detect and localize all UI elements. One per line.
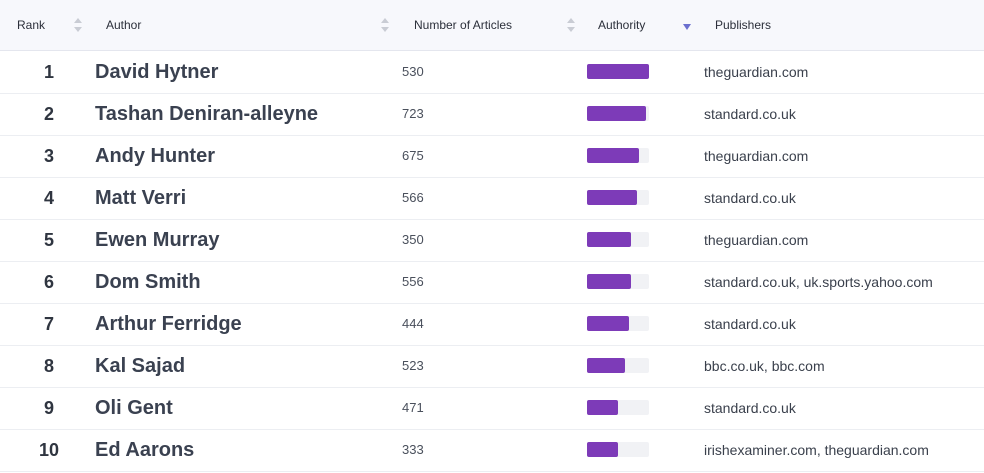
authority-bar-track	[587, 274, 649, 289]
column-header-authority-label: Authority	[598, 18, 646, 32]
authority-bar-fill	[587, 106, 646, 121]
author-name[interactable]: Matt Verri	[95, 187, 187, 209]
authority-bar-fill	[587, 274, 632, 289]
authority-bar-track	[587, 442, 649, 457]
authority-bar-fill	[587, 358, 625, 373]
column-header-author-label: Author	[106, 18, 142, 32]
author-name[interactable]: Andy Hunter	[95, 145, 215, 167]
author-name[interactable]: Arthur Ferridge	[95, 313, 242, 335]
article-count: 723	[402, 106, 424, 121]
authority-bar	[587, 135, 649, 177]
table-row[interactable]: 5 Ewen Murray 350 theguardian.com	[0, 219, 984, 262]
authority-bar	[587, 345, 649, 387]
authority-bar	[587, 387, 649, 429]
column-header-rank-label: Rank	[17, 18, 46, 32]
rank-cell: 8	[43, 356, 54, 376]
column-header-authority[interactable]: Authority	[598, 0, 645, 50]
column-header-articles[interactable]: Number of Articles	[414, 0, 512, 50]
rank-cell: 1	[43, 62, 54, 82]
table-row[interactable]: 8 Kal Sajad 523 bbc.co.uk, bbc.com	[0, 345, 984, 388]
authority-bar	[587, 219, 649, 261]
authority-bar-track	[587, 358, 649, 373]
rank-cell: 10	[38, 440, 60, 460]
column-header-rank[interactable]: Rank	[17, 0, 45, 50]
article-count: 566	[402, 190, 424, 205]
authority-bar-fill	[587, 442, 618, 457]
authority-bar-fill	[587, 232, 632, 247]
authority-bar	[587, 51, 649, 93]
rank-cell: 6	[43, 272, 54, 292]
rank-cell: 3	[43, 146, 54, 166]
publishers-cell: theguardian.com	[704, 64, 809, 80]
table-row[interactable]: 6 Dom Smith 556 standard.co.uk, uk.sport…	[0, 261, 984, 304]
author-name[interactable]: Ewen Murray	[95, 229, 220, 251]
article-count: 530	[402, 64, 424, 79]
publishers-cell: standard.co.uk	[704, 106, 796, 122]
publishers-cell: standard.co.uk	[704, 400, 796, 416]
table-row[interactable]: 2 Tashan Deniran-alleyne 723 standard.co…	[0, 93, 984, 136]
sort-descending-icon[interactable]	[682, 20, 692, 36]
article-count: 471	[402, 400, 424, 415]
rank-cell: 9	[43, 398, 54, 418]
publishers-cell: bbc.co.uk, bbc.com	[704, 358, 825, 374]
article-count: 523	[402, 358, 424, 373]
author-name[interactable]: Tashan Deniran-alleyne	[95, 103, 319, 125]
rank-cell: 5	[43, 230, 54, 250]
rank-cell: 2	[43, 104, 54, 124]
publishers-cell: theguardian.com	[704, 232, 809, 248]
authority-bar-fill	[587, 64, 649, 79]
column-header-articles-label: Number of Articles	[414, 18, 513, 32]
author-name[interactable]: Dom Smith	[95, 271, 201, 293]
article-count: 675	[402, 148, 424, 163]
sort-both-icon[interactable]	[73, 17, 83, 33]
publishers-cell: standard.co.uk	[704, 190, 796, 206]
authority-bar	[587, 177, 649, 219]
sort-both-icon[interactable]	[566, 17, 576, 33]
publishers-cell: irishexaminer.com, theguardian.com	[704, 442, 929, 458]
table-row[interactable]: 9 Oli Gent 471 standard.co.uk	[0, 387, 984, 430]
authority-bar-track	[587, 400, 649, 415]
column-header-author[interactable]: Author	[106, 0, 141, 50]
table-row[interactable]: 1 David Hytner 530 theguardian.com	[0, 51, 984, 94]
column-header-publishers-label: Publishers	[715, 18, 772, 32]
table-row[interactable]: 7 Arthur Ferridge 444 standard.co.uk	[0, 303, 984, 346]
authority-bar-track	[587, 190, 649, 205]
authority-bar-fill	[587, 316, 630, 331]
authority-bar	[587, 93, 649, 135]
table-row[interactable]: 10 Ed Aarons 333 irishexaminer.com, theg…	[0, 429, 984, 472]
authority-bar	[587, 303, 649, 345]
authority-bar-track	[587, 106, 649, 121]
article-count: 350	[402, 232, 424, 247]
author-name[interactable]: Kal Sajad	[95, 355, 186, 377]
author-name[interactable]: David Hytner	[95, 61, 219, 83]
authority-bar-fill	[587, 400, 618, 415]
column-header-publishers[interactable]: Publishers	[715, 0, 771, 50]
authority-bar-track	[587, 148, 649, 163]
authority-bar	[587, 429, 649, 471]
sort-both-icon[interactable]	[380, 17, 390, 33]
authority-bar-fill	[587, 148, 640, 163]
authority-bar-fill	[587, 190, 638, 205]
rank-cell: 7	[43, 314, 54, 334]
author-name[interactable]: Oli Gent	[95, 397, 173, 419]
authority-bar	[587, 261, 649, 303]
publishers-cell: standard.co.uk	[704, 316, 796, 332]
publishers-cell: theguardian.com	[704, 148, 809, 164]
publishers-cell: standard.co.uk, uk.sports.yahoo.com	[704, 274, 933, 290]
authority-bar-track	[587, 64, 649, 79]
article-count: 333	[402, 442, 424, 457]
table-header: Rank Author Number of Articles Authority…	[0, 0, 984, 51]
article-count: 556	[402, 274, 424, 289]
table-row[interactable]: 3 Andy Hunter 675 theguardian.com	[0, 135, 984, 178]
author-name[interactable]: Ed Aarons	[95, 439, 195, 461]
authority-bar-track	[587, 316, 649, 331]
authority-bar-track	[587, 232, 649, 247]
rank-cell: 4	[43, 188, 54, 208]
article-count: 444	[402, 316, 424, 331]
table-row[interactable]: 4 Matt Verri 566 standard.co.uk	[0, 177, 984, 220]
